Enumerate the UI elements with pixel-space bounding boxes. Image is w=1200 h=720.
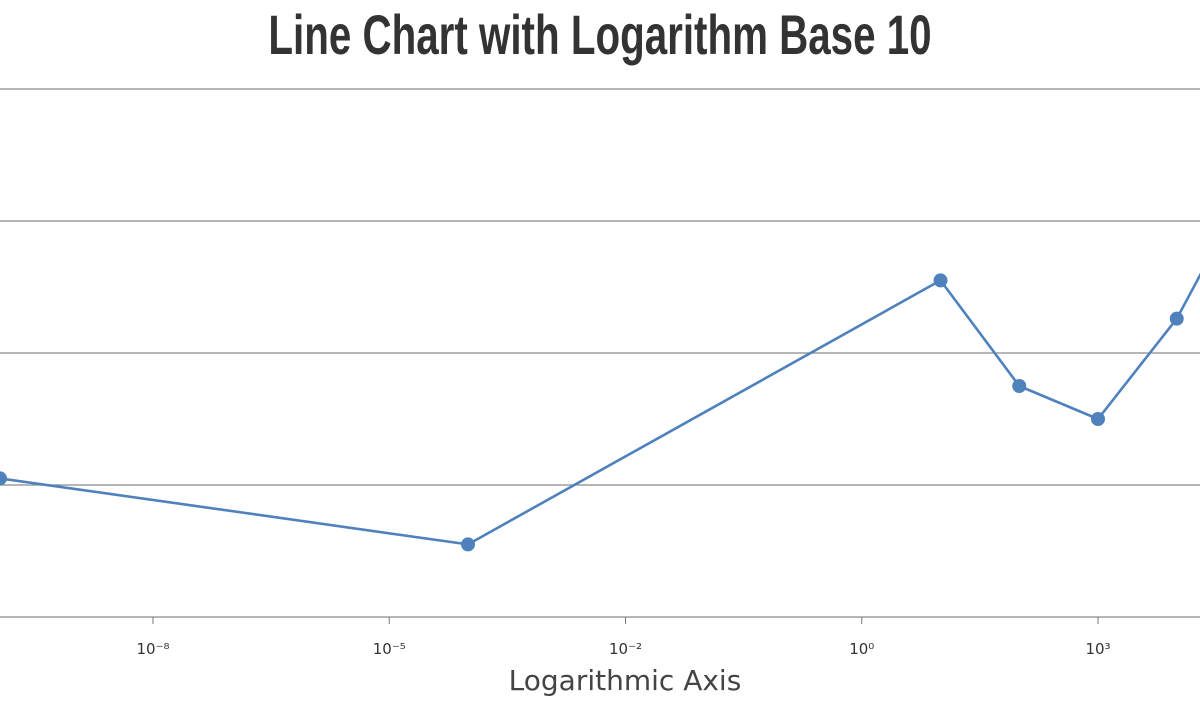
- x-tick-label: 10⁻²: [609, 640, 642, 658]
- x-tick-label: 10³: [1085, 640, 1110, 658]
- x-tick-label: 10⁻⁸: [136, 640, 169, 658]
- gridlines: [0, 88, 1200, 618]
- data-point[interactable]: [0, 471, 7, 486]
- x-tick-label: 10⁻⁵: [373, 640, 406, 658]
- chart-title: Line Chart with Logarithm Base 10: [268, 3, 932, 66]
- data-point[interactable]: [461, 537, 475, 552]
- x-axis-ticks: 10⁻⁸ 10⁻⁵ 10⁻² 10⁰ 10³: [136, 617, 1111, 658]
- data-point[interactable]: [1169, 311, 1184, 326]
- series-group: [0, 272, 1200, 552]
- x-tick-label: 10⁰: [849, 640, 874, 658]
- x-axis-title: Logarithmic Axis: [509, 664, 742, 697]
- data-point[interactable]: [1091, 412, 1105, 426]
- data-point[interactable]: [1012, 379, 1027, 393]
- series-line: [0, 272, 1200, 546]
- data-point[interactable]: [933, 273, 948, 288]
